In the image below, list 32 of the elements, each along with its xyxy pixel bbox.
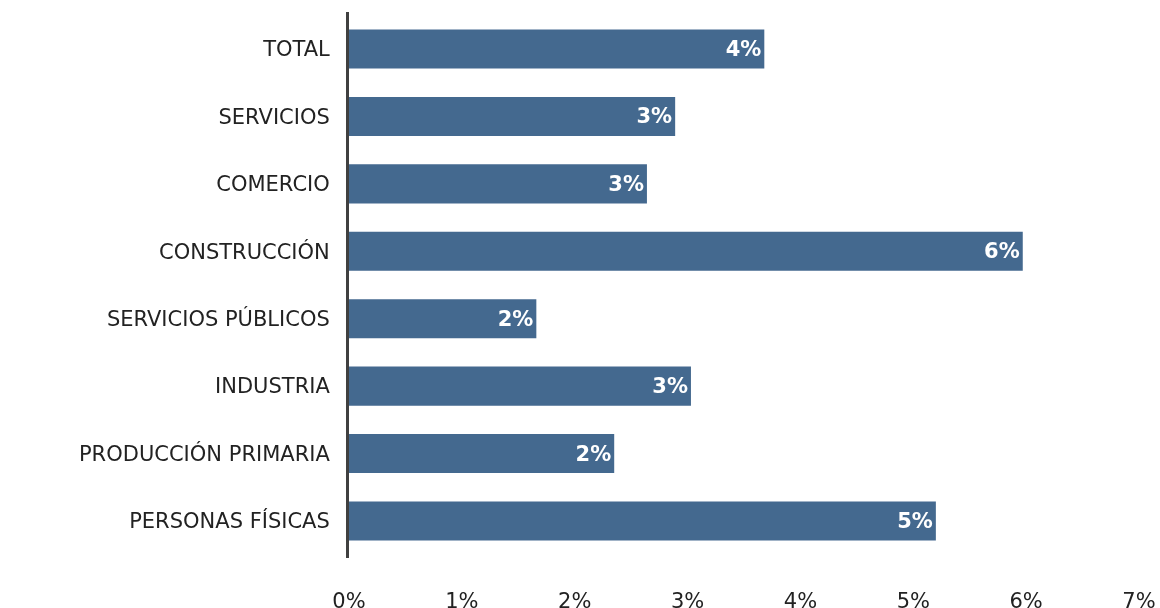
x-tick-label: 6%: [1009, 589, 1043, 608]
bar: [349, 164, 647, 204]
data-label: 3%: [636, 104, 673, 129]
y-tick-label: INDUSTRIA: [215, 374, 331, 399]
y-tick-label: PERSONAS FÍSICAS: [129, 508, 330, 534]
bar: [349, 29, 765, 69]
data-label: 3%: [652, 374, 688, 399]
bar: [349, 231, 1023, 271]
x-tick-label: 5%: [896, 589, 930, 608]
x-tick-label: 4%: [783, 589, 818, 608]
data-label: 4%: [725, 37, 762, 62]
data-label: 5%: [897, 508, 933, 533]
x-tick-label: 3%: [670, 589, 705, 608]
data-label: 3%: [608, 171, 644, 196]
bar: [349, 501, 936, 541]
y-tick-label: SERVICIOS: [218, 104, 330, 129]
bar: [349, 433, 615, 474]
bar: [349, 299, 537, 339]
bar: [349, 96, 676, 137]
x-tick-label: 1%: [445, 589, 479, 608]
data-label: 2%: [497, 306, 534, 331]
y-tick-label: CONSTRUCCIÓN: [159, 238, 330, 264]
y-tick-label: COMERCIO: [216, 172, 330, 197]
x-tick-label: 2%: [558, 589, 592, 608]
data-label: 6%: [984, 239, 1020, 264]
y-tick-label: PRODUCCIÓN PRIMARIA: [78, 440, 331, 466]
y-tick-label: SERVICIOS PÚBLICOS: [106, 306, 330, 332]
x-tick-label: 0%: [332, 589, 366, 608]
data-label: 2%: [575, 441, 612, 466]
x-tick-label: 7%: [1122, 589, 1156, 608]
y-tick-label: TOTAL: [262, 37, 331, 62]
bar: [349, 366, 691, 406]
